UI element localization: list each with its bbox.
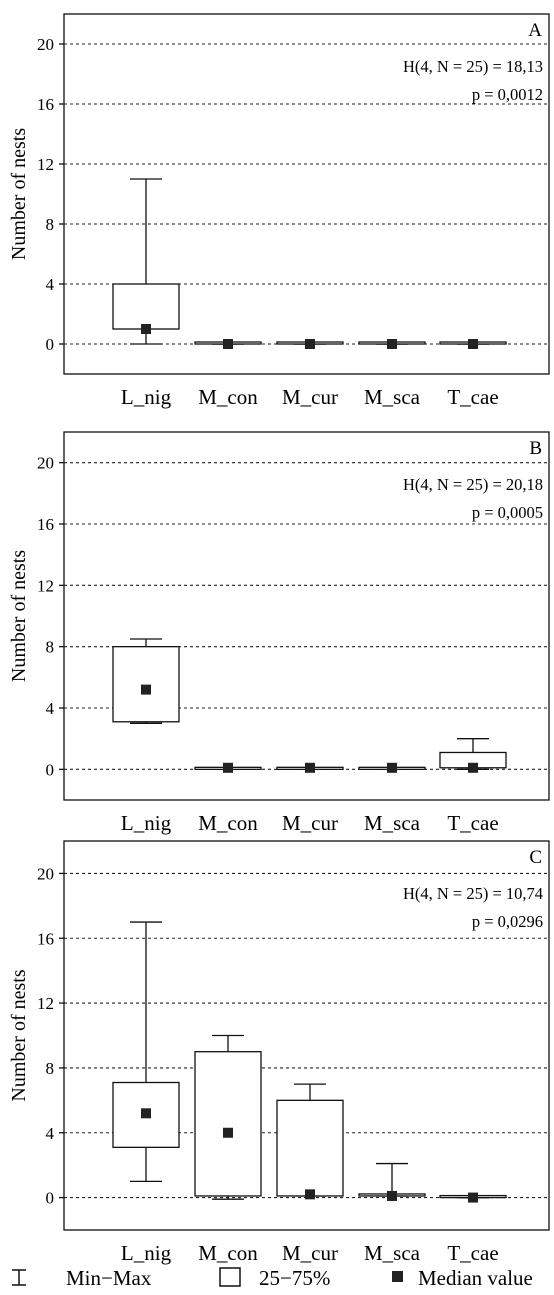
median-marker (387, 339, 397, 349)
iqr-box (112, 646, 180, 723)
panel-letter: A (528, 20, 542, 41)
iqr-box (112, 283, 180, 330)
x-tick-label: M_sca (364, 811, 421, 835)
y-axis-label: Number of nests (8, 550, 30, 682)
median-marker (223, 762, 233, 773)
y-axis-label: Number of nests (8, 128, 30, 260)
range-legend-label: 25−75% (259, 1266, 330, 1290)
x-tick-label: M_sca (364, 1241, 421, 1265)
box-m-sca (358, 339, 426, 349)
median-marker (305, 339, 315, 349)
plot-frame (63, 13, 550, 375)
x-tick-label: M_sca (364, 385, 421, 409)
box-m-con (194, 1034, 262, 1200)
x-tick-label: M_con (198, 385, 258, 409)
median-marker (305, 762, 315, 773)
y-tick-label: 20 (37, 454, 54, 473)
y-axis-label: Number of nests (8, 969, 30, 1101)
median-marker (141, 324, 151, 334)
median-marker (305, 1189, 315, 1200)
x-tick-label: L_nig (121, 1241, 172, 1265)
median-marker (141, 684, 151, 695)
stat-h-value: H(4, N = 25) = 20,18 (403, 475, 543, 494)
median-marker (468, 762, 478, 773)
box-l-nig (112, 921, 180, 1183)
box-m-cur (276, 1083, 344, 1200)
box-l-nig (112, 178, 180, 345)
legend: Min−Max 25−75% Median value (12, 1266, 533, 1290)
stat-p-value: p = 0,0005 (472, 503, 543, 522)
box-l-nig (112, 638, 180, 724)
stat-h-value: H(4, N = 25) = 18,13 (403, 57, 543, 76)
x-tick-label: M_cur (282, 811, 338, 835)
box-m-cur (276, 339, 344, 349)
box-m-cur (276, 762, 344, 773)
panel-letter: C (529, 847, 542, 868)
box-m-sca (358, 1162, 426, 1201)
box-t-cae (439, 1192, 507, 1203)
median-marker (223, 1127, 233, 1138)
y-tick-label: 4 (46, 275, 55, 294)
y-tick-label: 0 (46, 760, 55, 779)
y-tick-label: 20 (37, 35, 54, 54)
median-marker (223, 339, 233, 349)
y-tick-label: 16 (37, 95, 54, 114)
panel-c: 0 4 8 12 16 20 Number of nests C H(4, N = 25) = … (8, 840, 550, 1265)
y-tick-label: 0 (46, 1189, 55, 1208)
y-tick-label: 20 (37, 864, 54, 883)
y-tick-label: 12 (37, 994, 54, 1013)
box-m-con (194, 762, 262, 773)
x-tick-label: M_con (198, 811, 258, 835)
median-marker (141, 1108, 151, 1119)
y-tick-label: 4 (46, 699, 55, 718)
x-tick-label: T_cae (447, 1241, 498, 1265)
x-tick-label: T_cae (447, 811, 498, 835)
y-tick-label: 12 (37, 576, 54, 595)
y-tick-label: 16 (37, 929, 54, 948)
stat-p-value: p = 0,0012 (472, 85, 543, 104)
stat-h-value: H(4, N = 25) = 10,74 (403, 884, 543, 903)
median-marker (468, 1192, 478, 1203)
panels: 0 4 8 12 16 20 Number of nests A H(4, N = 25) = … (8, 13, 550, 1265)
x-tick-label: M_cur (282, 385, 338, 409)
median-marker (468, 339, 478, 349)
y-tick-label: 8 (46, 215, 55, 234)
box-t-cae (439, 339, 507, 349)
median-marker (387, 762, 397, 773)
median-marker (387, 1190, 397, 1201)
range-legend-swatch (219, 1267, 241, 1287)
box-m-sca (358, 762, 426, 773)
panel-a: 0 4 8 12 16 20 Number of nests A H(4, N = 25) = … (8, 13, 550, 409)
x-tick-label: L_nig (121, 385, 172, 409)
y-tick-label: 8 (46, 638, 55, 657)
median-legend-marker (392, 1271, 403, 1282)
box-t-cae (439, 738, 507, 773)
box-m-con (194, 339, 262, 349)
median-legend-label: Median value (418, 1266, 533, 1290)
plot-frame (63, 840, 550, 1231)
y-tick-label: 0 (46, 335, 55, 354)
plot-frame (63, 431, 550, 801)
x-tick-label: T_cae (447, 385, 498, 409)
iqr-box (194, 1051, 262, 1197)
stat-p-value: p = 0,0296 (472, 912, 543, 931)
minmax-legend-label: Min−Max (66, 1266, 152, 1290)
panel-b: 0 4 8 12 16 20 Number of nests B H(4, N = 25) = … (8, 431, 550, 835)
panel-letter: B (529, 438, 542, 459)
iqr-box (276, 1099, 344, 1197)
x-tick-label: M_cur (282, 1241, 338, 1265)
x-tick-label: L_nig (121, 811, 172, 835)
minmax-legend-icon (12, 1269, 26, 1286)
x-tick-label: M_con (198, 1241, 258, 1265)
y-tick-label: 16 (37, 515, 54, 534)
y-tick-label: 12 (37, 155, 54, 174)
y-tick-label: 4 (46, 1124, 55, 1143)
y-tick-label: 8 (46, 1059, 55, 1078)
